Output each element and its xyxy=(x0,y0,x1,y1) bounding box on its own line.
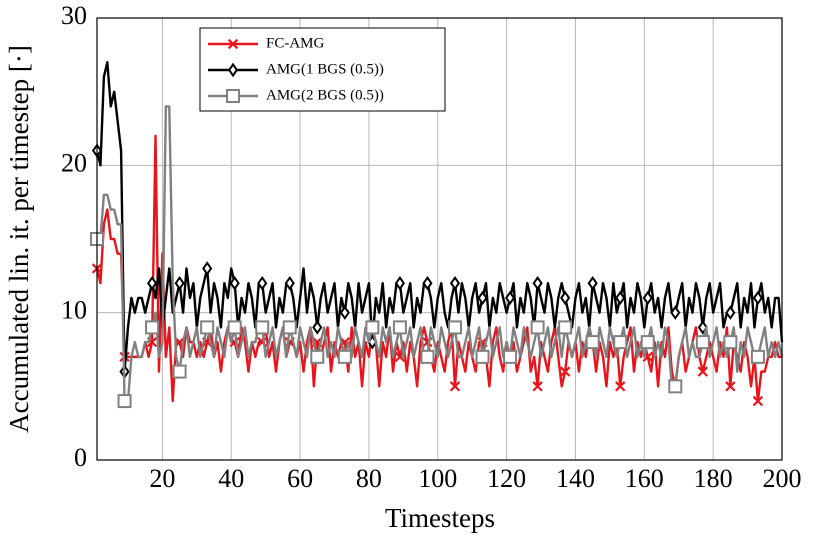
legend-label: FC-AMG xyxy=(266,35,325,51)
marker xyxy=(449,275,461,291)
marker xyxy=(337,349,352,364)
marker xyxy=(668,379,683,394)
x-tick-label: 60 xyxy=(287,464,313,493)
y-tick-label: 30 xyxy=(61,1,87,30)
plot-frame xyxy=(96,17,783,461)
marker xyxy=(394,275,405,291)
marker xyxy=(365,320,380,335)
marker xyxy=(587,275,598,291)
data-line xyxy=(95,61,784,373)
marker xyxy=(615,290,626,306)
marker xyxy=(723,335,738,350)
marker xyxy=(503,349,518,364)
x-tick-label: 20 xyxy=(149,464,175,493)
marker xyxy=(585,335,600,350)
y-tick-label: 10 xyxy=(61,296,87,325)
marker xyxy=(422,275,433,291)
marker xyxy=(725,381,736,392)
marker xyxy=(117,394,132,409)
x-axis-label: Timesteps xyxy=(385,503,495,533)
marker xyxy=(504,290,516,306)
marker xyxy=(227,62,239,78)
y-tick-label: 0 xyxy=(74,443,87,472)
marker xyxy=(532,381,543,392)
marker xyxy=(282,320,297,335)
marker xyxy=(392,320,407,335)
marker xyxy=(752,290,763,306)
marker xyxy=(558,320,573,335)
marker xyxy=(255,320,270,335)
marker xyxy=(172,364,187,379)
x-tick-label: 120 xyxy=(487,464,526,493)
legend-label: AMG(2 BGS (0.5)) xyxy=(266,87,384,103)
marker xyxy=(670,305,681,320)
x-tick-label: 200 xyxy=(763,464,802,493)
marker xyxy=(226,89,240,103)
marker xyxy=(642,290,653,306)
marker xyxy=(174,275,185,291)
marker xyxy=(449,381,461,392)
marker xyxy=(202,261,213,276)
marker xyxy=(227,320,242,335)
marker xyxy=(752,395,764,407)
marker xyxy=(560,290,571,306)
marker xyxy=(532,275,543,291)
x-tick-label: 40 xyxy=(218,464,244,493)
marker xyxy=(615,381,626,392)
marker xyxy=(697,366,709,377)
marker xyxy=(559,366,571,377)
legend: FC-AMG AMG(1 BGS (0.5)) AMG(2 BGS (0.5)) xyxy=(199,27,446,112)
marker xyxy=(750,349,765,364)
marker xyxy=(229,275,240,291)
marker xyxy=(147,275,158,291)
x-tick-label: 140 xyxy=(556,464,595,493)
marker xyxy=(477,290,488,306)
y-tick-label: 20 xyxy=(61,148,87,177)
data-line xyxy=(97,105,784,403)
marker xyxy=(310,349,325,364)
marker xyxy=(312,320,323,335)
marker xyxy=(447,320,462,335)
marker xyxy=(613,335,628,350)
marker xyxy=(695,335,710,350)
x-tick-label: 160 xyxy=(625,464,664,493)
legend-label: AMG(1 BGS (0.5)) xyxy=(266,61,384,77)
marker xyxy=(725,305,736,320)
marker xyxy=(145,320,160,335)
marker xyxy=(475,349,490,364)
marker xyxy=(227,38,239,50)
marker xyxy=(200,320,215,335)
marker xyxy=(284,275,295,291)
x-tick-label: 100 xyxy=(418,464,457,493)
marker xyxy=(257,275,268,291)
marker xyxy=(420,349,435,364)
series xyxy=(91,61,784,379)
marker xyxy=(530,320,545,335)
marker xyxy=(339,305,350,320)
x-tick-label: 180 xyxy=(694,464,733,493)
marker xyxy=(640,335,655,350)
y-axis-label: Accumulated lin. it. per timestep [·] xyxy=(4,45,34,433)
x-tick-label: 80 xyxy=(356,464,382,493)
